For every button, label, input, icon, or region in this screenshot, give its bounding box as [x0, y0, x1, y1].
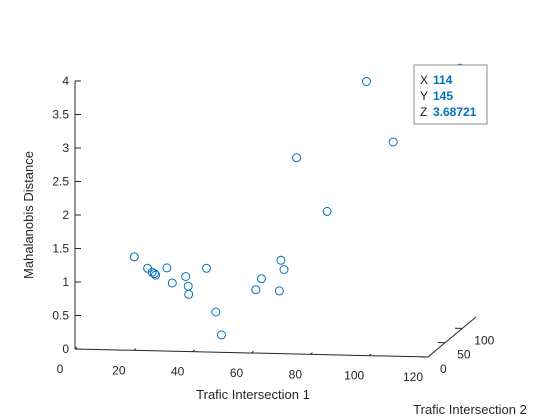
z-tick-label: 1.5 — [52, 242, 69, 256]
y-tick-label: 0 — [440, 362, 447, 376]
y-tick-label: 50 — [457, 348, 471, 362]
x-tick — [310, 352, 313, 355]
data-tip-z-value: 3.68721 — [433, 105, 477, 119]
x-tick — [192, 349, 196, 353]
data-point — [202, 263, 211, 273]
z-tick-label: 4 — [62, 74, 69, 88]
data-tip-box — [413, 64, 488, 125]
data-tip-z-key: Z — [420, 105, 427, 119]
data-point — [167, 278, 177, 288]
z-tick-label: 3 — [62, 141, 69, 155]
data-tip-x-key: X — [420, 73, 428, 87]
data-point — [183, 281, 193, 291]
data-points — [129, 63, 465, 340]
data-point — [217, 330, 226, 340]
data-point — [279, 265, 289, 274]
data-point — [257, 274, 266, 284]
axis-labels: Mahalanobis Distance Trafic Intersection… — [21, 151, 527, 417]
z-tick-label: 1 — [62, 275, 69, 289]
x-tick-label: 0 — [57, 362, 64, 376]
z-tick-label: 2.5 — [52, 175, 69, 189]
y-axis-line — [427, 316, 477, 358]
z-tick-label: 0.5 — [52, 309, 69, 323]
data-point — [149, 269, 159, 279]
data-point — [361, 77, 371, 86]
x-tick — [251, 350, 254, 354]
z-axis-label: Mahalanobis Distance — [21, 151, 36, 279]
data-point — [274, 286, 284, 296]
data-point — [211, 307, 221, 317]
z-tick-label: 0 — [62, 342, 69, 356]
x-tick — [368, 353, 372, 357]
x-tick — [133, 348, 137, 351]
data-point — [276, 255, 286, 265]
data-tip[interactable]: X 114 Y 145 Z 3.68721 — [413, 64, 488, 125]
x-tick-label: 60 — [230, 366, 244, 380]
x-tick-label: 20 — [112, 363, 126, 377]
data-tip-y-key: Y — [420, 89, 428, 103]
data-point — [251, 285, 261, 295]
x-tick-label: 100 — [344, 369, 364, 383]
data-tip-x-value: 114 — [433, 73, 453, 87]
x-tick-label: 40 — [171, 365, 185, 379]
x-tick-label: 80 — [289, 367, 303, 381]
data-point — [292, 153, 302, 163]
data-point — [162, 263, 172, 273]
y-axis-label: Trafic Intersection 2 — [413, 402, 527, 417]
data-point — [184, 289, 194, 299]
x-tick-label: 120 — [403, 370, 423, 384]
z-tick-label: 2 — [62, 208, 69, 222]
z-tick-label: 3.5 — [52, 108, 69, 122]
data-point — [129, 252, 139, 262]
y-tick-label: 100 — [474, 333, 494, 347]
x-axis-label: Trafic Intersection 1 — [196, 387, 310, 402]
data-point — [322, 206, 332, 216]
data-tip-y-value: 145 — [433, 89, 453, 103]
data-point — [181, 272, 191, 281]
data-point — [388, 137, 398, 147]
x-tick — [74, 346, 78, 350]
data-point — [151, 270, 161, 280]
